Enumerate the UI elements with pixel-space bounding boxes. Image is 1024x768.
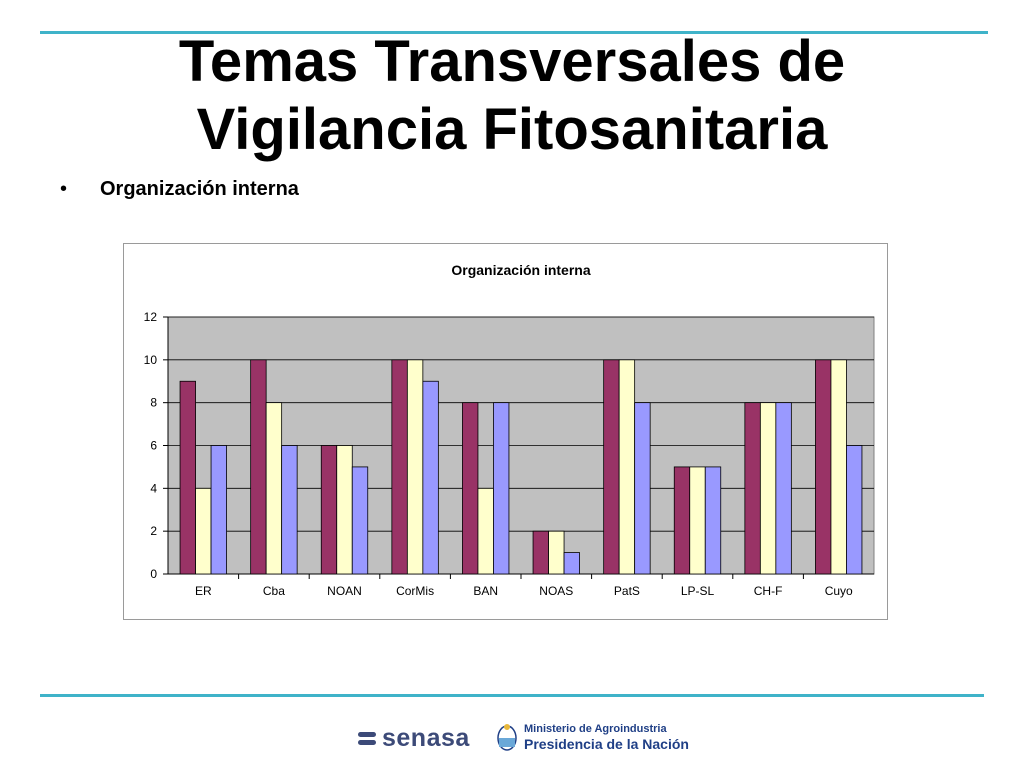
chart-frame: Organización interna 0 2 4 6 8 10 12 ER Cba NOAN Co… xyxy=(123,243,888,620)
bar xyxy=(462,402,479,575)
bar xyxy=(477,487,494,575)
slide-title: Temas Transversales de Vigilancia Fitosa… xyxy=(0,28,1024,164)
bar xyxy=(846,445,863,575)
senasa-logo: senasa xyxy=(358,724,470,753)
bullet-glyph: • xyxy=(60,178,68,200)
bar xyxy=(493,402,510,575)
bar xyxy=(673,466,691,575)
x-tick-label: NOAS xyxy=(539,584,573,598)
bar xyxy=(422,380,439,575)
x-tick-label: BAN xyxy=(473,584,498,598)
bar xyxy=(210,445,227,575)
bar xyxy=(391,359,408,575)
senasa-logo-icon xyxy=(358,731,376,745)
bar xyxy=(265,402,283,575)
senasa-wordmark: senasa xyxy=(382,724,470,752)
bar-chart: Organización interna 0 2 4 6 8 10 12 ER Cba NOAN Co… xyxy=(144,262,875,598)
top-divider xyxy=(40,31,988,34)
x-tick-label: CH-F xyxy=(754,584,783,598)
y-tick-label: 2 xyxy=(150,524,157,538)
bar xyxy=(634,402,651,575)
bar xyxy=(179,380,196,575)
bar xyxy=(618,359,636,575)
bar xyxy=(704,466,722,575)
bar xyxy=(548,530,565,575)
bar xyxy=(532,530,549,575)
x-tick-label: PatS xyxy=(614,584,640,598)
ministry-logo: Ministerio de Agroindustria Presidencia … xyxy=(496,722,689,752)
y-tick-label: 12 xyxy=(144,310,158,324)
chart-title: Organización interna xyxy=(451,262,590,278)
bar xyxy=(195,487,212,575)
bar xyxy=(603,359,620,575)
y-tick-label: 0 xyxy=(150,567,157,581)
x-tick-label: Cuyo xyxy=(825,584,853,598)
y-tick-label: 8 xyxy=(150,396,157,410)
bar xyxy=(336,445,353,575)
bar xyxy=(563,552,580,575)
bar xyxy=(830,359,847,575)
bar xyxy=(351,466,369,575)
bar xyxy=(759,402,777,575)
bar xyxy=(250,359,267,575)
bar xyxy=(815,359,832,575)
bar xyxy=(406,359,424,575)
x-tick-label: ER xyxy=(195,584,212,598)
x-tick-label: Cba xyxy=(263,584,285,598)
ministry-name: Ministerio de Agroindustria xyxy=(524,723,667,735)
y-tick-label: 4 xyxy=(150,481,157,495)
bullet-item: • Organización interna xyxy=(60,178,299,201)
presidency-name: Presidencia de la Nación xyxy=(524,736,689,752)
bar xyxy=(281,445,298,575)
y-tick-label: 6 xyxy=(150,439,157,453)
slide-title-line2: Vigilancia Fitosanitaria xyxy=(196,97,828,162)
bar xyxy=(689,466,706,575)
bar xyxy=(775,402,792,575)
y-tick-label: 10 xyxy=(144,353,158,367)
slide-title-line1: Temas Transversales de xyxy=(178,29,846,94)
bullet-text: Organización interna xyxy=(100,178,299,200)
x-tick-label: CorMis xyxy=(396,584,434,598)
coat-of-arms-icon xyxy=(497,724,517,751)
bar xyxy=(744,402,761,575)
x-tick-label: NOAN xyxy=(327,584,362,598)
x-tick-label: LP-SL xyxy=(681,584,715,598)
bar xyxy=(320,445,338,575)
bottom-divider xyxy=(40,694,984,697)
